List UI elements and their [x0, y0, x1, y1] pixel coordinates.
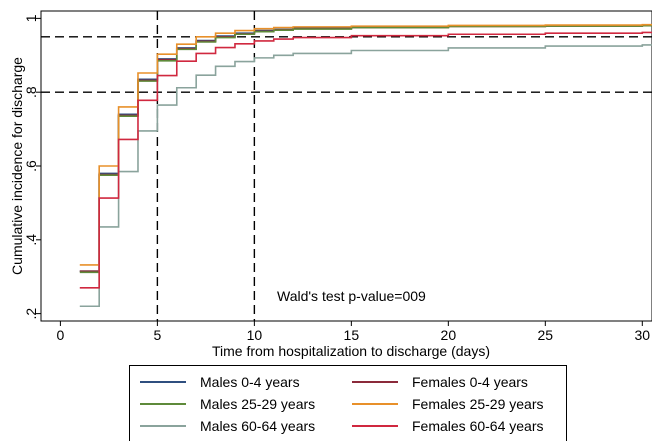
x-tick-label: 30 — [635, 327, 651, 343]
legend-swatch — [140, 425, 186, 427]
legend-item: Males 25-29 years — [140, 393, 315, 415]
y-tick-label: .6 — [23, 160, 39, 172]
legend-item: Females 25-29 years — [352, 393, 544, 415]
chart-annotation: Wald's test p-value=009 — [277, 288, 426, 304]
x-tick-label: 15 — [344, 327, 360, 343]
series-layer — [79, 23, 652, 308]
x-axis: 0 5 10 15 20 25 30 — [56, 321, 650, 343]
plot-frame — [40, 10, 652, 322]
y-tick-label: .8 — [23, 86, 39, 98]
legend-swatch — [352, 381, 398, 383]
chart-legend: Males 0-4 years Females 0-4 years Males 25… — [129, 365, 567, 441]
legend-swatch — [140, 403, 186, 405]
x-axis-label: Time from hospitalization to discharge (… — [212, 343, 490, 359]
y-tick-label: 1 — [23, 14, 39, 22]
y-tick-label: .4 — [23, 234, 39, 246]
legend-label: Females 60-64 years — [412, 418, 544, 434]
y-axis-label: Cumulative incidence for discharge — [9, 57, 25, 275]
x-tick-label: 5 — [153, 327, 161, 343]
y-axis: .2 .4 .6 .8 1 — [23, 14, 41, 319]
series-line — [79, 31, 652, 289]
series-line — [79, 44, 652, 308]
x-tick-label: 10 — [247, 327, 263, 343]
plot-area: Wald's test p-value=009 — [40, 10, 652, 322]
legend-item: Males 60-64 years — [140, 415, 315, 437]
legend-item: Females 60-64 years — [352, 415, 544, 437]
legend-item: Females 0-4 years — [352, 371, 528, 393]
legend-label: Females 0-4 years — [412, 374, 528, 390]
reference-lines — [41, 11, 652, 321]
x-tick-label: 25 — [538, 327, 554, 343]
x-tick-label: 20 — [441, 327, 457, 343]
y-tick-label: .2 — [23, 308, 39, 320]
legend-swatch — [352, 403, 398, 405]
x-tick-label: 0 — [56, 327, 64, 343]
legend-item: Males 0-4 years — [140, 371, 300, 393]
legend-swatch — [140, 381, 186, 383]
legend-label: Males 0-4 years — [200, 374, 300, 390]
legend-label: Males 60-64 years — [200, 418, 316, 434]
legend-label: Males 25-29 years — [200, 396, 316, 412]
legend-label: Females 25-29 years — [412, 396, 544, 412]
legend-swatch — [352, 425, 398, 427]
